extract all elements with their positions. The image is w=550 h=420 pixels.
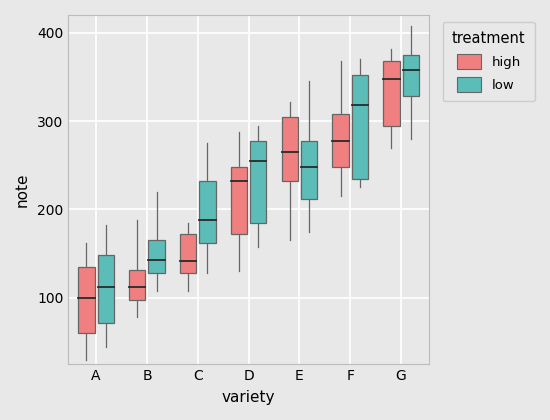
Bar <box>352 75 368 178</box>
Bar <box>282 117 298 181</box>
Bar <box>231 167 247 234</box>
Bar <box>148 240 165 273</box>
Bar <box>78 267 95 333</box>
X-axis label: variety: variety <box>222 390 276 405</box>
Bar <box>383 61 399 126</box>
Bar <box>98 255 114 323</box>
Bar <box>332 114 349 167</box>
Bar <box>301 141 317 199</box>
Bar <box>250 141 266 223</box>
Y-axis label: note: note <box>15 172 30 207</box>
Bar <box>403 55 419 96</box>
Legend: high, low: high, low <box>443 21 535 101</box>
Bar <box>129 270 145 299</box>
Bar <box>180 234 196 273</box>
Bar <box>199 181 216 243</box>
